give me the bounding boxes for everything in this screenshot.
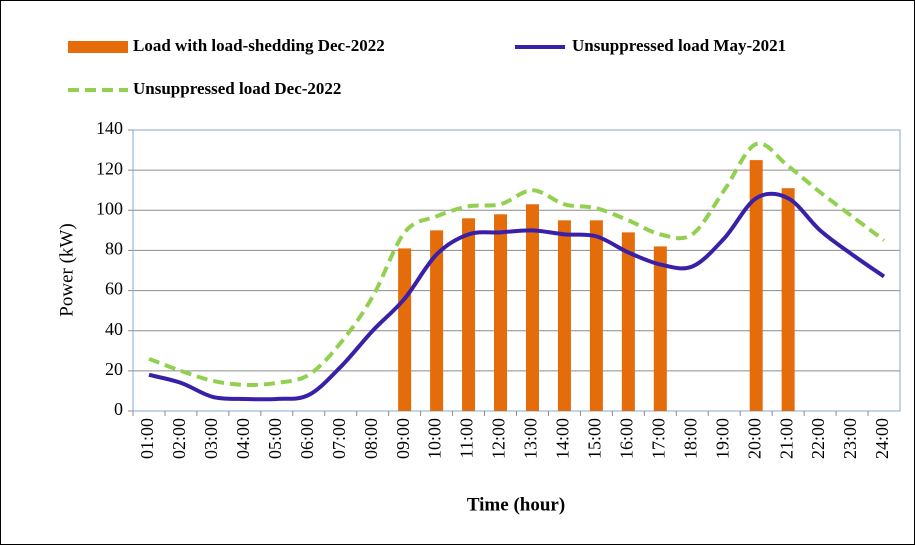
y-tick-label: 0 (114, 399, 123, 419)
x-tick-label: 20:00 (744, 418, 764, 459)
x-axis-title: Time (hour) (467, 494, 565, 515)
legend-label: Unsuppressed load May-2021 (572, 36, 786, 55)
y-tick-label: 60 (105, 279, 123, 299)
line (148, 191, 886, 402)
bar (749, 160, 763, 411)
x-tick-label: 12:00 (489, 418, 509, 459)
x-tick-label: 19:00 (712, 418, 732, 459)
x-tick-label: 07:00 (329, 418, 349, 459)
bar (430, 230, 444, 411)
x-tick-label: 15:00 (585, 418, 605, 459)
y-axis-title: Power (kW) (56, 223, 77, 316)
x-tick-label: 13:00 (521, 418, 541, 459)
x-tick-label: 09:00 (393, 418, 413, 459)
x-tick-label: 23:00 (840, 418, 860, 459)
bar (398, 248, 412, 411)
bar (589, 220, 603, 411)
bar (494, 214, 508, 411)
x-tick-label: 21:00 (776, 418, 796, 459)
x-tick-label: 16:00 (616, 418, 636, 459)
legend-label: Load with load-shedding Dec-2022 (133, 36, 385, 55)
bar (557, 220, 571, 411)
x-tick-label: 04:00 (233, 418, 253, 459)
x-tick-label: 14:00 (553, 418, 573, 459)
x-tick-label: 18:00 (680, 418, 700, 459)
x-tick-label: 17:00 (648, 418, 668, 459)
x-tick-label: 10:00 (425, 418, 445, 459)
x-tick-label: 22:00 (808, 418, 828, 459)
x-tick-label: 08:00 (361, 418, 381, 459)
x-tick-label: 06:00 (297, 418, 317, 459)
x-tick-label: 01:00 (137, 418, 157, 459)
y-tick-label: 40 (105, 319, 123, 339)
x-tick-label: 03:00 (201, 418, 221, 459)
x-tick-label: 24:00 (872, 418, 892, 459)
bar (525, 204, 539, 411)
line (148, 141, 886, 387)
y-tick-label: 100 (96, 198, 123, 218)
legend-label: Unsuppressed load Dec-2022 (133, 79, 341, 98)
bar (462, 218, 476, 411)
x-tick-label: 05:00 (265, 418, 285, 459)
x-tick-label: 11:00 (457, 418, 477, 458)
bar (653, 246, 667, 411)
legend-swatch (68, 41, 128, 53)
y-tick-label: 140 (96, 118, 123, 138)
y-tick-label: 80 (105, 239, 123, 259)
y-tick-label: 120 (96, 158, 123, 178)
bar (781, 188, 795, 411)
bar (621, 232, 635, 411)
y-tick-label: 20 (105, 359, 123, 379)
x-tick-label: 02:00 (169, 418, 189, 459)
